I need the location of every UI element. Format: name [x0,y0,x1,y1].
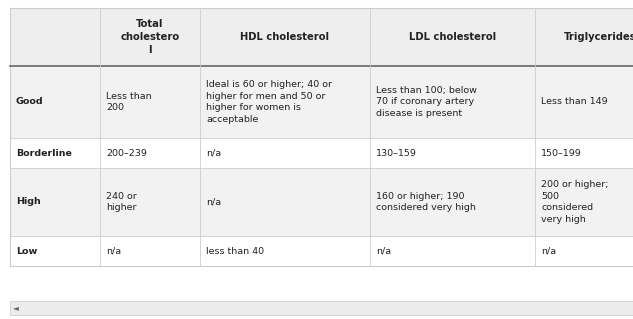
Text: n/a: n/a [206,149,221,158]
Text: Triglycerides: Triglycerides [564,32,633,42]
Text: 240 or
higher: 240 or higher [106,192,137,212]
Bar [370,168,535,236]
Text: ◄: ◄ [13,303,19,313]
Text: n/a: n/a [541,247,556,256]
Text: 150–199: 150–199 [541,149,582,158]
Text: n/a: n/a [106,247,121,256]
Bar [200,236,370,266]
Bar [100,66,200,138]
Bar [10,236,100,266]
Bar [100,138,200,168]
Text: Borderline: Borderline [16,149,72,158]
Text: High: High [16,197,41,206]
Bar [535,8,633,66]
Text: 130–159: 130–159 [376,149,417,158]
Text: Low: Low [16,247,37,256]
Text: n/a: n/a [206,197,221,206]
Bar [200,138,370,168]
Bar [535,66,633,138]
Bar [10,66,100,138]
Text: HDL cholesterol: HDL cholesterol [241,32,330,42]
Bar [10,138,100,168]
Bar [200,66,370,138]
Text: Total
cholestero
l: Total cholestero l [120,19,180,55]
Text: LDL cholesterol: LDL cholesterol [409,32,496,42]
Bar [10,301,633,315]
Text: 200–239: 200–239 [106,149,147,158]
Text: Less than 149: Less than 149 [541,98,608,107]
Bar [370,138,535,168]
Bar [370,236,535,266]
Bar [100,168,200,236]
Bar [10,8,633,266]
Bar [200,168,370,236]
Bar [535,138,633,168]
Bar [10,8,100,66]
Bar [370,66,535,138]
Text: Less than
200: Less than 200 [106,92,152,112]
Text: Ideal is 60 or higher; 40 or
higher for men and 50 or
higher for women is
accept: Ideal is 60 or higher; 40 or higher for … [206,80,332,124]
Bar [100,236,200,266]
Bar [100,8,200,66]
Bar [200,8,370,66]
Text: Good: Good [16,98,44,107]
Text: n/a: n/a [376,247,391,256]
Bar [370,8,535,66]
Bar [535,236,633,266]
Text: Less than 100; below
70 if coronary artery
disease is present: Less than 100; below 70 if coronary arte… [376,86,477,118]
Text: 160 or higher; 190
considered very high: 160 or higher; 190 considered very high [376,192,476,212]
Text: less than 40: less than 40 [206,247,264,256]
Bar [10,168,100,236]
Text: 200 or higher;
500
considered
very high: 200 or higher; 500 considered very high [541,180,608,224]
Bar [535,168,633,236]
